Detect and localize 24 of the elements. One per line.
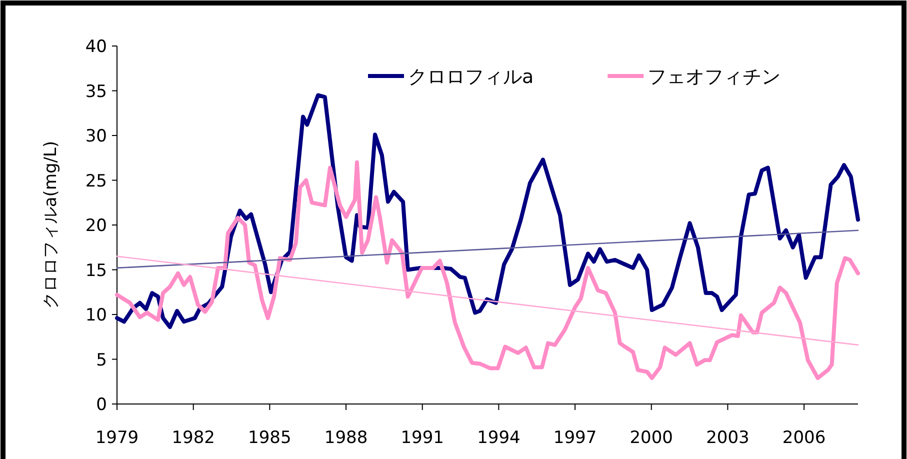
- y-tick-label: 40: [85, 37, 107, 57]
- y-axis-title: クロロフィルa(mg/L): [41, 140, 61, 310]
- y-tick-label: 5: [96, 350, 107, 370]
- x-tick-label: 1979: [95, 428, 139, 448]
- y-tick-label: 10: [85, 306, 107, 326]
- legend-label: クロロフィルa: [408, 66, 534, 88]
- x-tick-label: 1994: [477, 428, 520, 448]
- x-tick-label: 1997: [553, 428, 597, 448]
- y-tick-label: 20: [85, 216, 107, 236]
- x-tick-label: 2000: [630, 428, 674, 448]
- line-series: [115, 160, 860, 380]
- x-tick-label: 1991: [400, 428, 444, 448]
- x-tick-label: 2006: [782, 428, 826, 448]
- y-tick-label: 15: [85, 260, 107, 281]
- y-tick-label: 0: [96, 395, 107, 415]
- line-series: [115, 93, 860, 330]
- y-tick-label: 25: [85, 171, 107, 192]
- x-tick-label: 2003: [706, 428, 750, 448]
- x-tick-label: 1988: [324, 428, 368, 448]
- y-tick-label: 30: [85, 126, 107, 146]
- x-tick-label: 1982: [172, 428, 215, 448]
- y-tick-label: 35: [85, 82, 107, 102]
- legend-label: フェオフィチン: [648, 66, 781, 88]
- x-tick-label: 1985: [248, 428, 292, 448]
